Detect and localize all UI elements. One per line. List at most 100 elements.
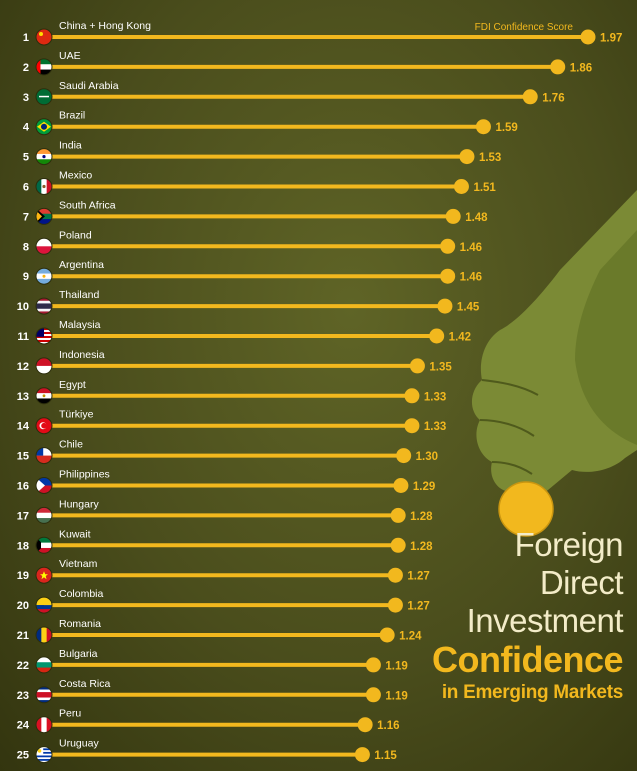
title-line-3: Investment (466, 602, 624, 639)
country-label: Philippines (59, 469, 110, 481)
flag-cl-icon (36, 447, 52, 464)
flag-ae-icon (36, 58, 52, 75)
chart-subtitle: in Emerging Markets (441, 682, 623, 703)
flag-mx-icon (36, 178, 52, 195)
rank-label: 19 (17, 570, 29, 582)
rank-label: 4 (23, 122, 30, 134)
country-label: Türkiye (59, 409, 94, 421)
value-label: 1.28 (410, 511, 433, 523)
rank-label: 6 (23, 182, 29, 194)
country-label: Romania (59, 618, 101, 630)
rank-label: 10 (17, 301, 29, 313)
bar-row: 23 Costa Rica 1.19 (17, 678, 408, 704)
bar-row: 12 Indonesia 1.35 (17, 349, 452, 375)
bar-row: 1 China + Hong Kong 1.97 (23, 20, 622, 46)
value-label: 1.53 (479, 152, 501, 164)
hand-illustration (471, 190, 637, 498)
value-label: 1.86 (570, 62, 592, 74)
rank-label: 24 (17, 720, 30, 732)
rank-label: 1 (23, 32, 29, 44)
rank-label: 20 (17, 600, 29, 612)
value-label: 1.97 (600, 33, 622, 45)
bar-end-dot (453, 179, 469, 194)
rank-label: 21 (17, 630, 29, 642)
bar-end-dot (404, 418, 420, 434)
bar-end-dot (379, 627, 395, 643)
bar-end-dot (440, 268, 456, 284)
rank-label: 18 (17, 540, 29, 552)
value-label: 1.46 (460, 272, 482, 284)
value-label: 1.48 (465, 212, 488, 224)
bar-end-dot (475, 119, 491, 135)
rank-label: 9 (23, 271, 29, 283)
bar-end-dot (387, 567, 403, 583)
rank-label: 14 (17, 421, 30, 433)
bar-row: 17 Hungary 1.28 (17, 498, 433, 524)
flag-ro-icon (36, 627, 52, 643)
coin-icon (498, 481, 554, 537)
country-label: Thailand (59, 289, 99, 301)
flag-my-icon (36, 328, 52, 344)
bar-end-dot (387, 597, 403, 613)
title-line-1: Foreign (514, 526, 624, 563)
value-label: 1.19 (385, 660, 407, 672)
value-label: 1.46 (460, 242, 482, 254)
bar-end-dot (365, 657, 381, 673)
flag-id-icon (36, 357, 52, 374)
country-label: Colombia (59, 588, 104, 600)
flag-uy-icon (36, 746, 52, 763)
country-label: Uruguay (59, 738, 99, 750)
flag-br-icon (36, 118, 52, 135)
flag-th-icon (36, 298, 52, 315)
flag-cr-icon (36, 686, 52, 703)
country-label: India (59, 140, 82, 152)
bar-row: 7 South Africa 1.48 (23, 199, 488, 225)
rank-label: 17 (17, 510, 29, 522)
country-label: Malaysia (59, 319, 101, 331)
country-label: Brazil (59, 110, 85, 122)
value-label: 1.16 (377, 720, 399, 732)
bar-row: 5 India 1.53 (23, 140, 501, 166)
flag-vn-icon (36, 567, 52, 584)
bar-end-dot (580, 29, 596, 45)
bar-end-dot (357, 717, 373, 733)
bar-row: 20 Colombia 1.27 (17, 588, 430, 614)
value-label: 1.15 (374, 750, 397, 762)
bar-end-dot (365, 687, 381, 703)
title-line-2: Direct (539, 564, 624, 601)
country-label: Mexico (59, 170, 92, 182)
chart-title: Foreign Direct Investment Confidence in … (431, 526, 624, 703)
bar-end-dot (409, 358, 425, 374)
rank-label: 15 (17, 451, 29, 463)
value-label: 1.28 (410, 541, 433, 553)
bar-row: 6 Mexico 1.51 (23, 170, 496, 195)
value-label: 1.35 (429, 361, 452, 373)
bar-row: 25 Uruguay 1.15 (17, 738, 397, 764)
bar-end-dot (459, 149, 475, 165)
flag-tr-icon (36, 417, 52, 434)
bar-row: 9 Argentina 1.46 (23, 259, 482, 285)
bar-row: 11 Malaysia 1.42 (17, 319, 471, 345)
title-emphasis: Confidence (431, 639, 624, 680)
value-label: 1.51 (473, 182, 496, 194)
bar-row: 21 Romania 1.24 (17, 618, 422, 644)
country-label: Egypt (59, 379, 86, 391)
bar-row: 3 Saudi Arabia 1.76 (23, 80, 565, 106)
country-label: UAE (59, 50, 81, 62)
bar-row: 24 Peru 1.16 (17, 708, 400, 734)
rank-label: 16 (17, 481, 29, 493)
rank-label: 13 (17, 391, 29, 403)
flag-hu-icon (36, 507, 52, 524)
bar-row: 22 Bulgaria 1.19 (17, 648, 408, 674)
country-label: Peru (59, 708, 81, 720)
bar-row: 10 Thailand 1.45 (17, 289, 480, 315)
value-label: 1.29 (413, 481, 435, 493)
country-label: Argentina (59, 259, 104, 271)
bar-end-dot (396, 448, 412, 464)
bar-row: 13 Egypt 1.33 (17, 379, 446, 405)
rank-label: 23 (17, 690, 29, 702)
country-label: Indonesia (59, 349, 105, 361)
country-label: Costa Rica (59, 678, 111, 690)
value-label: 1.27 (407, 571, 429, 583)
